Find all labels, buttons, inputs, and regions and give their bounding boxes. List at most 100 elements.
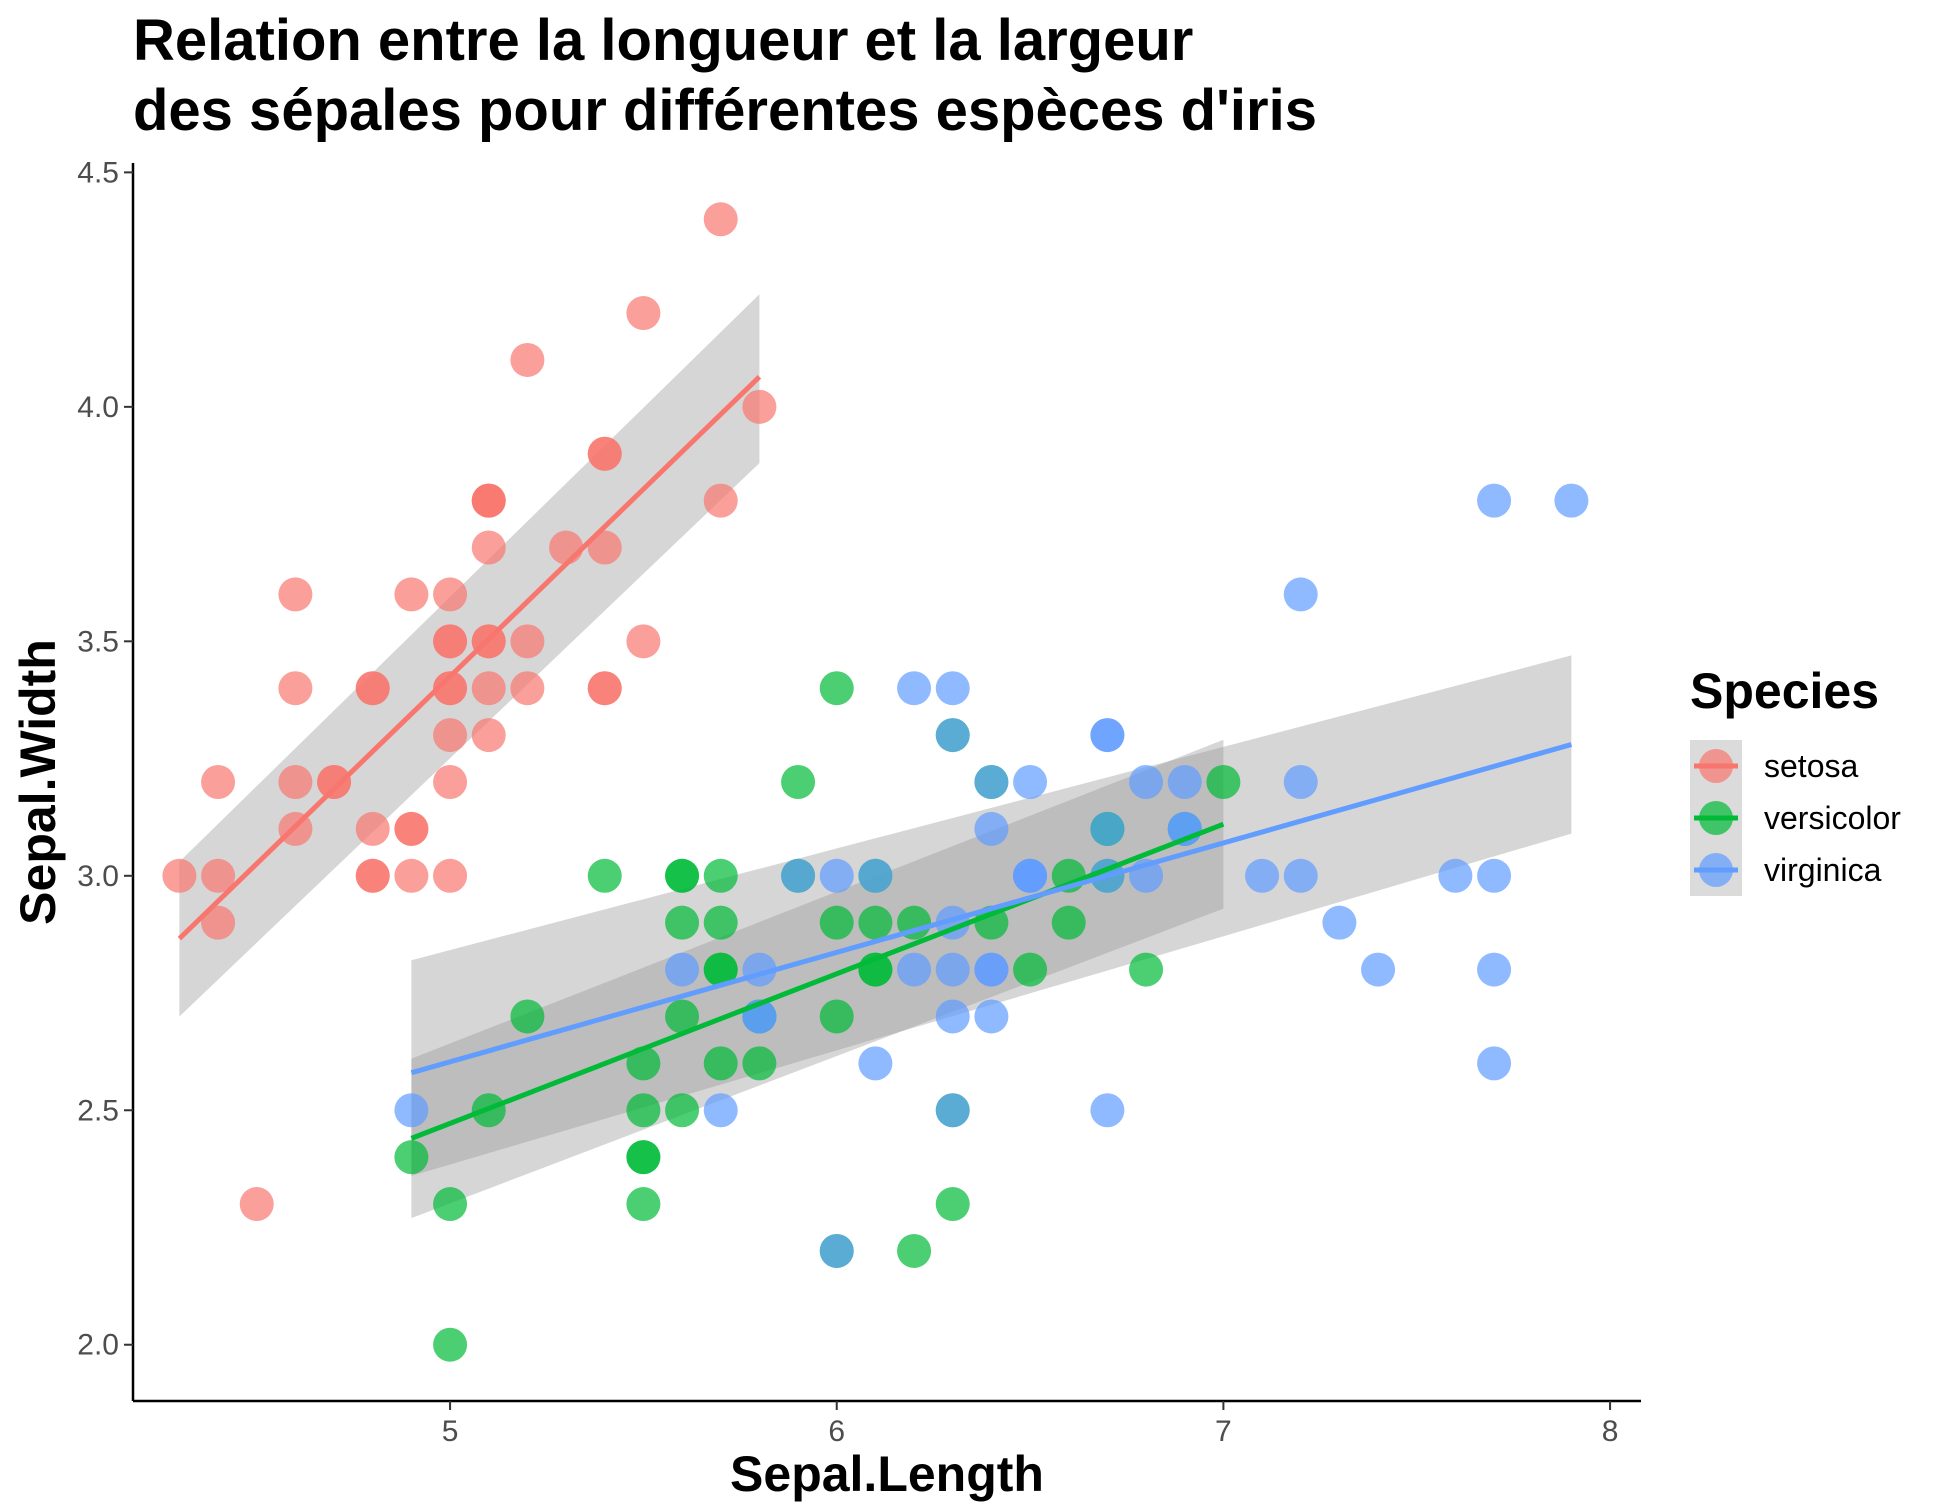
legend-key-point-virginica <box>1699 853 1733 887</box>
data-point-setosa <box>433 624 468 659</box>
legend-label-versicolor: versicolor <box>1764 800 1901 836</box>
data-point-virginica <box>1477 858 1512 893</box>
data-point-virginica <box>1090 811 1125 846</box>
data-point-virginica <box>1090 718 1125 753</box>
data-point-virginica <box>897 671 932 706</box>
data-point-virginica <box>665 952 700 987</box>
data-point-versicolor <box>935 1187 970 1222</box>
data-point-virginica <box>1322 905 1357 940</box>
data-point-setosa <box>355 858 390 893</box>
data-point-setosa <box>394 577 429 612</box>
data-point-virginica <box>1245 858 1280 893</box>
data-point-setosa <box>433 765 468 799</box>
data-point-versicolor <box>626 1140 661 1175</box>
chart-title-line-2: des sépales pour différentes espèces d'i… <box>133 78 1317 143</box>
data-point-virginica <box>703 1093 738 1128</box>
data-point-virginica <box>974 811 1009 846</box>
legend: Species setosa versicolor virginica <box>1690 663 1901 896</box>
data-point-virginica <box>935 718 970 753</box>
x-tick-label: 8 <box>1602 1415 1619 1448</box>
data-point-setosa <box>471 718 506 753</box>
data-point-setosa <box>703 483 738 518</box>
x-axis-title: Sepal.Length <box>730 1446 1044 1502</box>
data-point-setosa <box>433 718 468 753</box>
data-point-versicolor <box>510 999 545 1034</box>
data-point-versicolor <box>665 858 700 893</box>
data-point-setosa <box>703 202 738 237</box>
data-point-setosa <box>355 811 390 846</box>
data-point-virginica <box>1361 952 1396 987</box>
data-point-versicolor <box>742 1046 777 1081</box>
x-tick-label: 7 <box>1215 1415 1232 1448</box>
data-point-versicolor <box>626 1187 661 1222</box>
data-point-virginica <box>935 952 970 987</box>
y-tick-label: 3.0 <box>77 860 119 893</box>
data-point-virginica <box>935 671 970 706</box>
data-point-setosa <box>433 671 468 706</box>
data-point-setosa <box>626 296 661 331</box>
data-point-setosa <box>433 577 468 612</box>
data-point-versicolor <box>433 1327 468 1362</box>
data-point-setosa <box>355 671 390 706</box>
data-point-versicolor <box>703 1046 738 1081</box>
legend-label-setosa: setosa <box>1764 748 1858 784</box>
data-point-virginica <box>858 1046 893 1081</box>
chart-title: Relation entre la longueur et la largeur… <box>133 8 1317 143</box>
y-tick-label: 4.0 <box>77 391 119 424</box>
data-point-virginica <box>1013 765 1048 799</box>
data-point-setosa <box>510 624 545 659</box>
data-point-virginica <box>781 858 816 893</box>
data-point-virginica <box>935 1093 970 1128</box>
data-point-setosa <box>471 671 506 706</box>
y-tick-label: 2.0 <box>77 1329 119 1362</box>
data-point-virginica <box>394 1093 429 1128</box>
data-point-versicolor <box>858 905 893 940</box>
data-point-setosa <box>201 905 236 940</box>
data-point-setosa <box>278 577 313 612</box>
y-tick-label: 2.5 <box>77 1094 119 1127</box>
data-point-virginica <box>819 858 854 893</box>
data-point-versicolor <box>665 905 700 940</box>
legend-key-point-setosa <box>1699 749 1733 783</box>
fit-line-versicolor <box>410 821 1225 1141</box>
fit-line-setosa <box>177 375 762 941</box>
y-tick-label: 3.5 <box>77 625 119 658</box>
axis-ticks: 5 6 7 8 2.0 2.5 3.0 3.5 4.0 4.5 <box>77 156 1618 1448</box>
y-tick-label: 4.5 <box>77 156 119 189</box>
data-point-versicolor <box>394 1140 429 1175</box>
data-point-virginica <box>1013 858 1048 893</box>
data-point-virginica <box>858 858 893 893</box>
data-point-virginica <box>974 999 1009 1034</box>
data-point-versicolor <box>819 905 854 940</box>
data-point-versicolor <box>1129 952 1164 987</box>
data-point-setosa <box>317 765 352 799</box>
data-point-versicolor <box>703 858 738 893</box>
data-point-versicolor <box>1206 765 1241 799</box>
data-point-setosa <box>278 671 313 706</box>
data-point-virginica <box>1554 483 1589 518</box>
data-point-setosa <box>278 765 313 799</box>
data-point-virginica <box>1477 952 1512 987</box>
data-point-virginica <box>935 999 970 1034</box>
data-point-versicolor <box>897 1233 932 1268</box>
legend-key-point-versicolor <box>1699 801 1733 835</box>
data-points <box>162 202 1589 1362</box>
data-point-versicolor <box>433 1187 468 1222</box>
data-point-versicolor <box>665 999 700 1034</box>
data-point-versicolor <box>1013 952 1048 987</box>
data-point-versicolor <box>819 671 854 706</box>
data-point-virginica <box>1283 858 1318 893</box>
data-point-setosa <box>433 858 468 893</box>
data-point-setosa <box>239 1187 274 1222</box>
fit-line-virginica <box>410 742 1573 1076</box>
data-point-setosa <box>162 858 197 893</box>
data-point-virginica <box>819 1233 854 1268</box>
data-point-virginica <box>1477 483 1512 518</box>
data-point-versicolor <box>781 765 816 799</box>
data-point-setosa <box>201 858 236 893</box>
data-point-versicolor <box>587 858 622 893</box>
data-point-setosa <box>587 671 622 706</box>
data-point-setosa <box>549 530 584 565</box>
data-point-setosa <box>587 530 622 565</box>
